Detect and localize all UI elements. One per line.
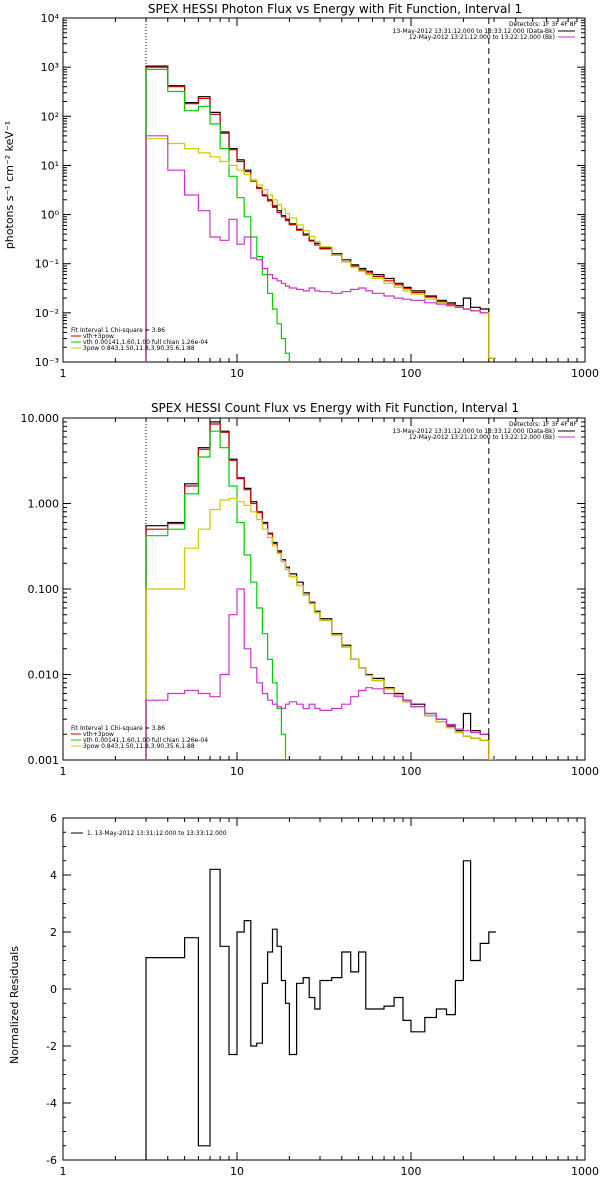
y-axis-label: photons s⁻¹ cm⁻² keV⁻¹: [3, 121, 16, 249]
x-tick-label: 100: [401, 765, 422, 778]
series-line: [145, 497, 496, 760]
y-tick-label: 0.010: [28, 669, 60, 682]
legend-label: 1. 13-May-2012 13:31:12.000 to 13:33:12.…: [87, 830, 227, 837]
legend-label: vth+3pow: [83, 333, 114, 340]
y-tick-label: -4: [46, 1097, 57, 1110]
series-line: [145, 860, 496, 1160]
plot-frame: [62, 417, 586, 761]
legend-heading: Detectors: 1F 3F 4F 8F: [509, 21, 578, 28]
y-tick-label: -2: [46, 1040, 57, 1053]
y-tick-label: -6: [46, 1154, 57, 1167]
series-line: [145, 68, 290, 362]
legend-label: 13-May-2012 13:31:12.000 to 13:33:12.000…: [393, 428, 555, 435]
legend-label: 3pow 0.843,1.50,11.8,3.90,35.6,1.88: [83, 743, 195, 750]
y-tick-label: 10⁻¹: [35, 258, 59, 271]
legend-label: vth+3pow: [83, 731, 114, 738]
y-tick-label: 10⁻³: [35, 356, 59, 369]
series-line: [145, 138, 496, 362]
photon-flux-panel: SPEX HESSI Photon Flux vs Energy with Fi…: [3, 2, 599, 380]
series-line: [145, 588, 488, 760]
x-tick-label: 1000: [571, 367, 599, 380]
y-tick-label: 0.001: [28, 754, 60, 767]
legend-label: 12-May-2012 13:21:12.000 to 13:22:12.000…: [409, 434, 555, 441]
y-tick-label: 10.000: [21, 412, 60, 425]
y-tick-label: 4: [50, 869, 57, 882]
y-tick-label: 1.000: [28, 498, 60, 511]
y-tick-label: 0: [50, 983, 57, 996]
series-line: [145, 135, 488, 362]
plot-frame: [62, 17, 586, 363]
y-tick-label: 6: [50, 812, 57, 825]
x-tick-label: 10: [230, 1165, 244, 1178]
residuals-panel: Normalized Residuals 1 10 100 1000 -6 -4 -2 0 2 4…: [8, 812, 599, 1178]
x-tick-label: 10: [230, 765, 244, 778]
chart-title: SPEX HESSI Photon Flux vs Energy with Fi…: [148, 2, 522, 16]
chart-title: SPEX HESSI Count Flux vs Energy with Fit…: [151, 401, 519, 415]
y-tick-label: 10⁻²: [35, 307, 59, 320]
x-tick-label: 100: [401, 367, 422, 380]
legend-label: vth 0.00141,1.60,1.00 full chian 1.26e-0…: [83, 339, 208, 346]
plot-frame: [62, 817, 586, 1161]
legend-heading: Fit Interval 1 Chi-square = 3.86: [71, 725, 165, 732]
x-tick-label: 1000: [571, 765, 599, 778]
legend-heading: Detectors: 1F 3F 4F 8F: [509, 421, 578, 428]
y-tick-label: 10¹: [41, 159, 59, 172]
x-tick-label: 1000: [571, 1165, 599, 1178]
x-tick-label: 10: [230, 367, 244, 380]
y-axis-label: Normalized Residuals: [8, 946, 21, 1064]
y-tick-label: 10²: [41, 110, 59, 123]
series-line: [145, 66, 496, 362]
x-tick-label: 1: [60, 765, 67, 778]
series-line: [145, 430, 287, 760]
x-tick-label: 100: [401, 1165, 422, 1178]
x-tick-label: 1: [60, 1165, 67, 1178]
y-tick-label: 10⁰: [41, 209, 60, 222]
legend-label: vth 0.00141,1.60,1.00 full chian 1.26e-0…: [83, 737, 208, 744]
legend-label: 3pow 0.843,1.50,11.8,3.90,35.6,1.88: [83, 345, 195, 352]
y-tick-label: 2: [50, 926, 57, 939]
legend-heading: Fit Interval 1 Chi-square = 3.86: [71, 327, 165, 334]
count-flux-panel: SPEX HESSI Count Flux vs Energy with Fit…: [21, 401, 600, 778]
y-tick-label: 10³: [41, 61, 59, 74]
y-tick-label: 10⁴: [41, 12, 60, 25]
y-tick-label: 0.100: [28, 583, 60, 596]
legend-label: 12-May-2012 13:21:12.000 to 13:22:12.000…: [409, 34, 555, 41]
x-tick-label: 1: [60, 367, 67, 380]
legend-label: 13-May-2012 13:31:12.000 to 13:33:12.000…: [393, 28, 555, 35]
